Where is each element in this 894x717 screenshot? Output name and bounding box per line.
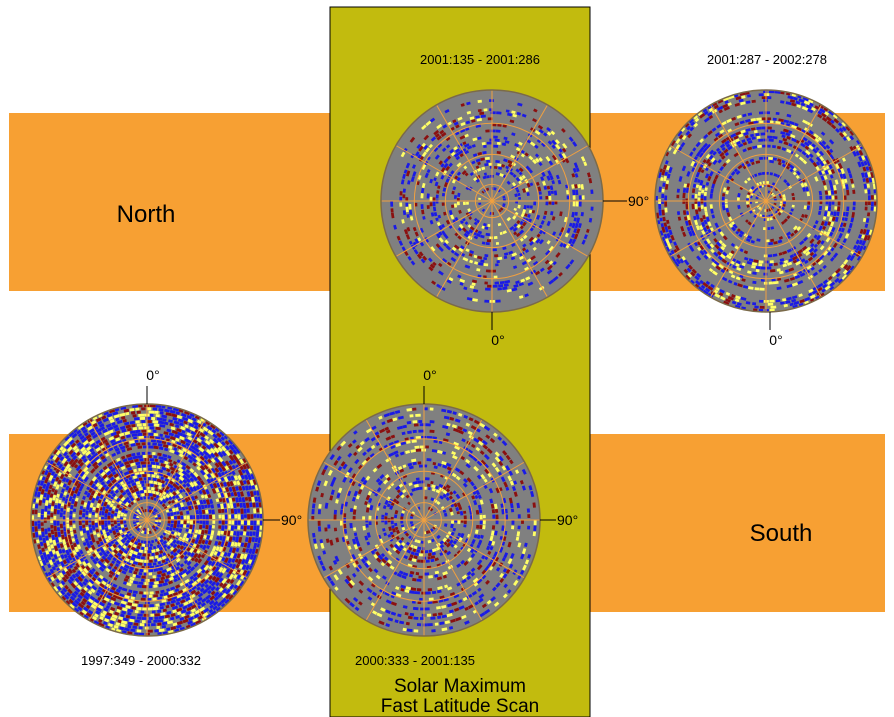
panel-title-line2: Fast Latitude Scan	[381, 696, 539, 717]
polar-plot-south-fast	[307, 403, 541, 637]
polar-plot-north-fast	[380, 89, 604, 313]
deg90-label-south-fast: 90°	[557, 512, 578, 528]
deg0-label-south-left: 0°	[146, 367, 159, 383]
deg0-label-north-right: 0°	[769, 332, 782, 348]
polar-plot-north-right	[654, 89, 878, 313]
deg0-label-south-fast: 0°	[423, 367, 436, 383]
deg0-label-north-fast: 0°	[491, 332, 504, 348]
deg90-label-north-fast: 90°	[628, 193, 649, 209]
polar-plot-south-left	[30, 403, 264, 637]
deg90-label-south-left: 90°	[281, 512, 302, 528]
period-label-north-fast: 2001:135 - 2001:286	[420, 52, 540, 67]
south-label: South	[750, 520, 813, 547]
period-label-south-left: 1997:349 - 2000:332	[81, 653, 201, 668]
panel-title-line1: Solar Maximum	[394, 676, 526, 697]
period-label-south-fast: 2000:333 - 2001:135	[355, 653, 475, 668]
period-label-north-right: 2001:287 - 2002:278	[707, 52, 827, 67]
north-label: North	[117, 201, 176, 228]
